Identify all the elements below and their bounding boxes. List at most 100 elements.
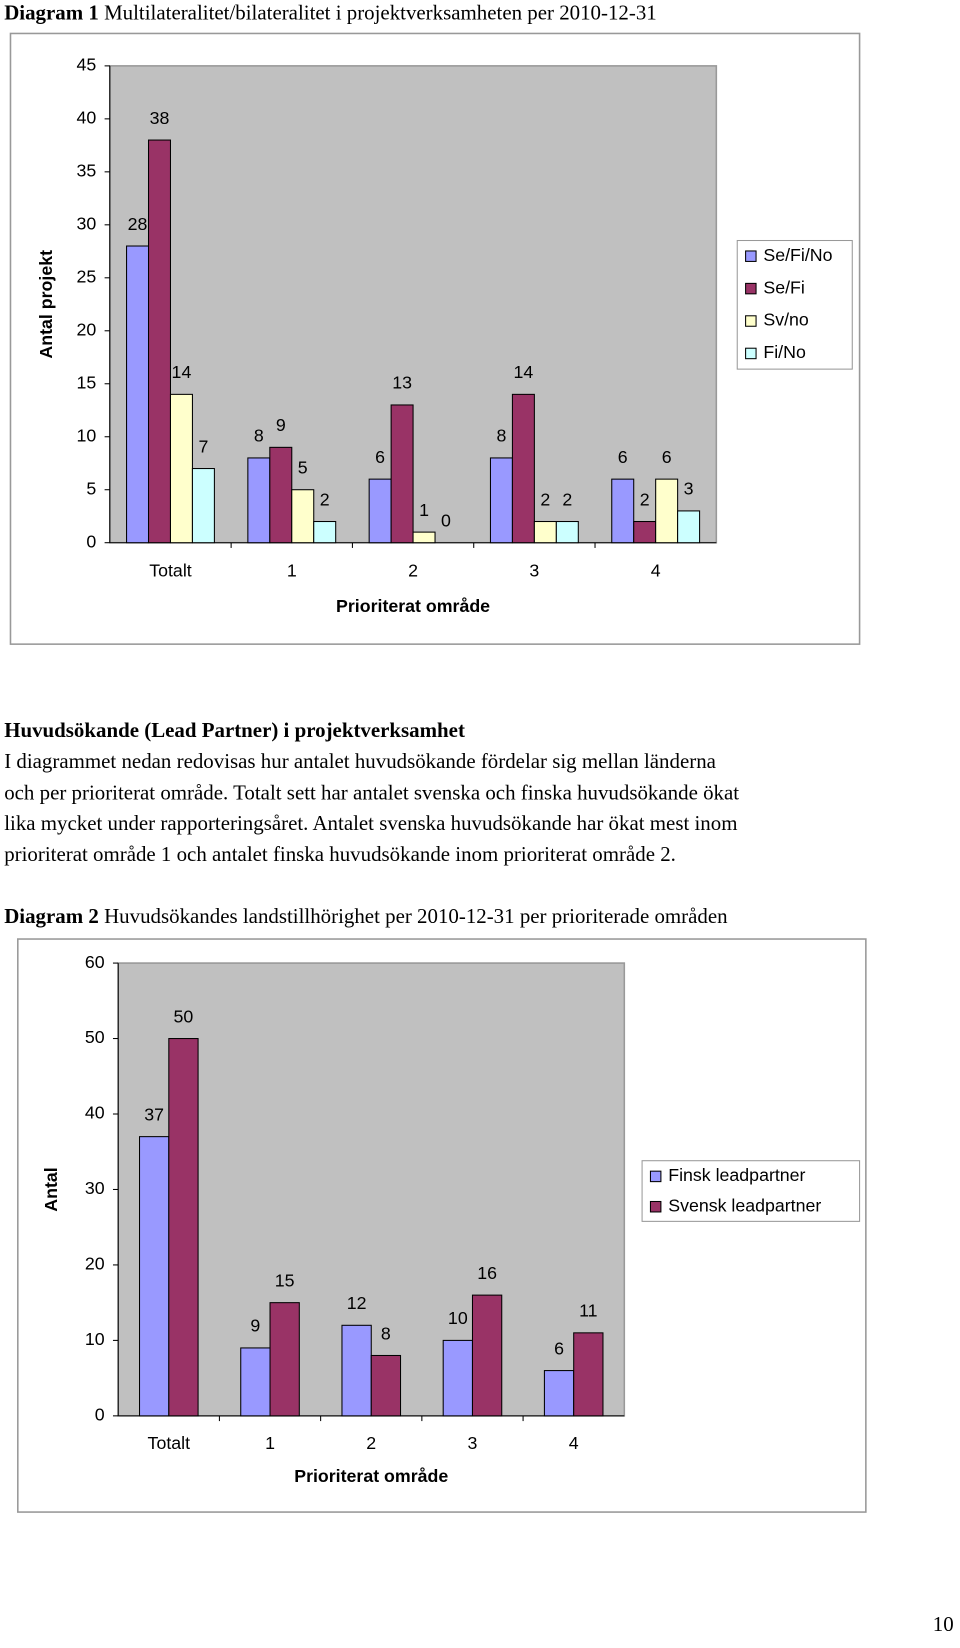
- value-label: 5: [298, 458, 308, 478]
- y-tick-label: 25: [76, 266, 96, 286]
- caption: Diagram 1 Multilateralitet/bilateralitet…: [4, 0, 657, 24]
- caption-text: Huvudsökandes landstillhörighet per 2010…: [104, 904, 728, 928]
- y-tick-label: 20: [76, 319, 96, 339]
- bar: [633, 520, 657, 544]
- legend-box: [641, 1160, 861, 1222]
- caption-label: Diagram 2: [4, 904, 99, 928]
- caption: Diagram 2 Huvudsökandes landstillhörighe…: [4, 904, 728, 928]
- x-tick-label: 1: [265, 1433, 275, 1453]
- bar: [655, 478, 679, 544]
- value-label: 37: [144, 1104, 164, 1124]
- value-label: 2: [562, 489, 572, 509]
- value-label: 6: [662, 447, 672, 467]
- legend-label: Fi/No: [763, 342, 806, 362]
- y-tick-label: 15: [76, 372, 96, 392]
- x-tick-label: 1: [287, 561, 297, 581]
- y-axis-title: Antal: [41, 1167, 61, 1211]
- bar: [313, 520, 337, 544]
- paragraph-line: I diagrammet nedan redovisas hur antalet…: [4, 749, 716, 773]
- bar: [471, 1294, 503, 1417]
- bar: [168, 1038, 199, 1417]
- bar: [169, 393, 193, 544]
- value-label: 3: [684, 479, 694, 499]
- y-tick-label: 30: [85, 1178, 105, 1198]
- paragraph-line: och per prioriterat område. Totalt sett …: [4, 781, 739, 805]
- legend-swatch: [745, 315, 757, 327]
- bar: [291, 489, 315, 544]
- value-label: 6: [554, 1338, 564, 1358]
- bar: [247, 457, 271, 544]
- legend-label: Finsk leadpartner: [668, 1165, 805, 1185]
- x-tick-label: 4: [651, 561, 661, 581]
- value-label: 38: [150, 108, 170, 128]
- legend-label: Svensk leadpartner: [668, 1195, 821, 1215]
- bar: [368, 478, 392, 544]
- caption-text: Multilateralitet/bilateralitet i projekt…: [104, 0, 657, 24]
- bar: [573, 1332, 604, 1417]
- y-tick-label: 10: [85, 1329, 105, 1349]
- bar: [533, 520, 557, 544]
- y-tick-label: 60: [85, 952, 105, 972]
- value-label: 12: [347, 1293, 367, 1313]
- value-label: 6: [618, 447, 628, 467]
- x-tick-label: 3: [468, 1433, 478, 1453]
- y-tick-label: 5: [86, 478, 96, 498]
- y-tick-label: 40: [76, 108, 96, 128]
- y-axis-title: Antal projekt: [36, 250, 56, 359]
- x-tick-label: Totalt: [149, 561, 192, 581]
- paragraph-line: prioriterat område 1 och antalet finska …: [4, 842, 676, 866]
- value-label: 16: [477, 1263, 497, 1283]
- y-tick-label: 50: [85, 1027, 105, 1047]
- value-label: 10: [448, 1308, 468, 1328]
- value-label: 50: [174, 1006, 194, 1026]
- y-tick-label: 45: [76, 55, 96, 75]
- bar: [269, 446, 293, 544]
- y-tick-label: 20: [85, 1254, 105, 1274]
- value-label: 2: [320, 489, 330, 509]
- bar: [511, 393, 535, 544]
- legend-label: Sv/no: [763, 310, 809, 330]
- bar: [555, 520, 579, 544]
- caption-label: Diagram 1: [4, 0, 99, 24]
- bar: [240, 1347, 271, 1417]
- value-label: 1: [419, 500, 429, 520]
- legend-swatch: [649, 1200, 662, 1213]
- bar: [147, 139, 171, 544]
- value-label: 9: [250, 1316, 260, 1336]
- value-label: 8: [496, 426, 506, 446]
- x-tick-label: 3: [529, 561, 539, 581]
- legend-swatch: [745, 282, 757, 295]
- value-label: 8: [381, 1323, 391, 1343]
- value-label: 28: [128, 214, 148, 234]
- bar: [390, 404, 414, 544]
- value-label: 7: [198, 436, 208, 456]
- bar: [191, 468, 215, 544]
- value-label: 0: [441, 510, 451, 530]
- y-tick-label: 0: [86, 531, 96, 551]
- paragraph-line: lika mycket under rapporteringsåret. Ant…: [4, 811, 737, 835]
- bar: [370, 1354, 402, 1417]
- value-label: 14: [514, 362, 534, 382]
- legend-swatch: [745, 250, 757, 262]
- bar: [611, 478, 635, 544]
- value-label: 9: [276, 415, 286, 435]
- x-tick-label: Totalt: [148, 1433, 191, 1453]
- bar: [543, 1370, 575, 1417]
- value-label: 8: [254, 426, 264, 446]
- bar: [442, 1339, 473, 1417]
- x-axis-title: Prioriterat område: [294, 1466, 448, 1486]
- y-tick-label: 30: [76, 214, 96, 234]
- x-tick-label: 2: [366, 1433, 376, 1453]
- bar: [126, 245, 150, 544]
- value-label: 2: [640, 489, 650, 509]
- bar: [341, 1324, 372, 1417]
- bar: [412, 531, 436, 544]
- x-tick-label: 4: [569, 1433, 579, 1453]
- value-label: 15: [275, 1270, 295, 1290]
- bar: [489, 457, 513, 544]
- bar: [269, 1302, 300, 1417]
- value-label: 6: [375, 447, 385, 467]
- legend-swatch: [649, 1170, 662, 1183]
- value-label: 13: [392, 373, 412, 393]
